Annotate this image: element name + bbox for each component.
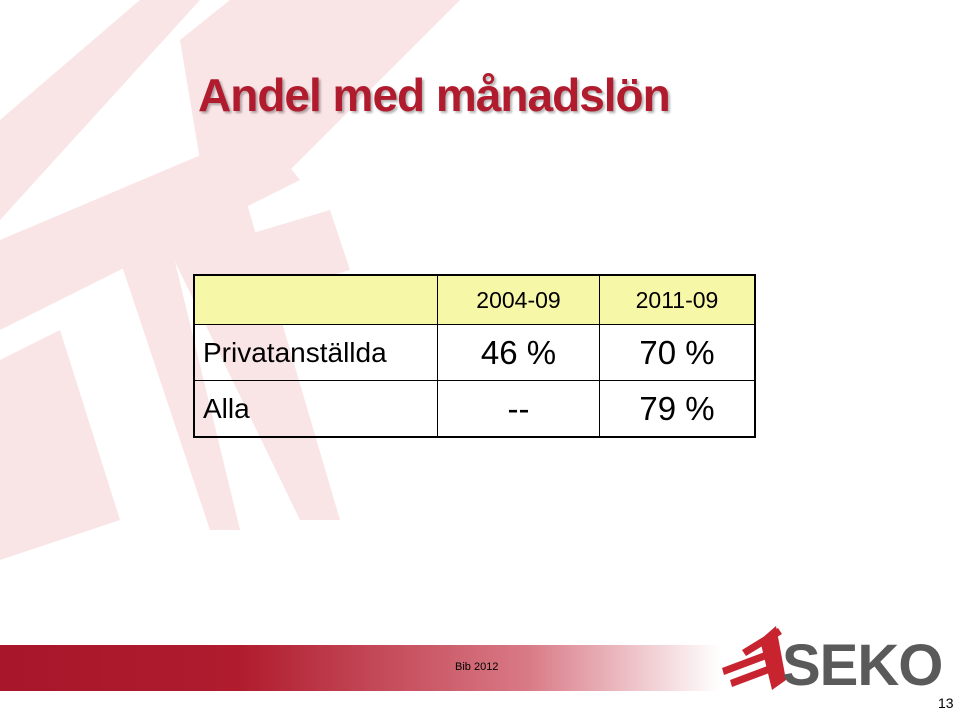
header-cell: 2011-09 [599,274,756,325]
header-cell: 2004-09 [437,274,600,325]
header-row: 2004-09 2011-09 [193,274,756,325]
data-table: 2004-09 2011-09 Privatanställda 46 % 70 … [193,274,756,438]
row-label: Alla [193,380,438,438]
footer-note: Bib 2012 [455,661,499,673]
table-row: Privatanställda 46 % 70 % [193,324,756,381]
header-cell [193,274,438,325]
footer-bar [0,645,960,691]
page-number: 13 [938,695,954,711]
slide-title: Andel med månadslön [198,69,671,121]
cell: 46 % [437,324,600,381]
cell: 79 % [599,380,756,438]
cell: 70 % [599,324,756,381]
cell: -- [437,380,600,438]
table-row: Alla -- 79 % [193,380,756,438]
row-label: Privatanställda [193,324,438,381]
logo: SEKO [782,633,943,698]
